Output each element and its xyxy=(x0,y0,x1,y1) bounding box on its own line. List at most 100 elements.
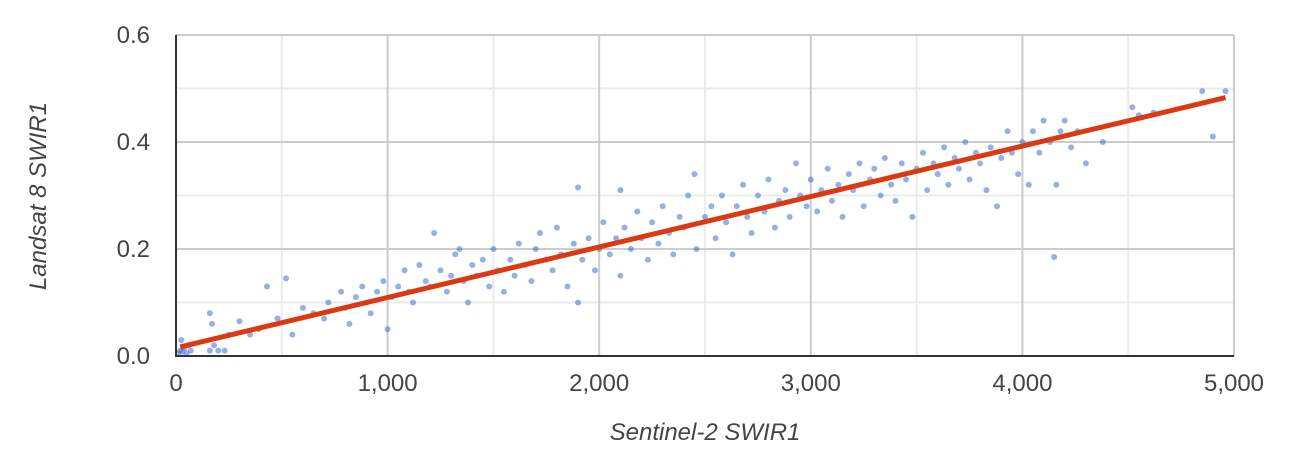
data-point xyxy=(786,213,793,220)
data-point xyxy=(564,283,571,290)
y-axis-label: Landsat 8 SWIR1 xyxy=(25,102,52,290)
y-tick-label: 0.0 xyxy=(117,343,150,370)
data-point xyxy=(740,181,747,188)
x-tick-label: 1,000 xyxy=(358,370,418,397)
gridlines xyxy=(176,34,1235,356)
y-tick-labels: 0.0 0.2 0.4 0.6 xyxy=(117,22,150,370)
data-point xyxy=(634,208,641,215)
data-point xyxy=(469,262,476,269)
data-point xyxy=(691,171,698,178)
data-point xyxy=(998,155,1005,162)
data-point xyxy=(617,272,624,279)
data-point xyxy=(536,229,543,236)
data-point xyxy=(1051,254,1058,261)
trendline xyxy=(179,95,1227,350)
x-tick-label: 5,000 xyxy=(1204,370,1264,397)
data-point xyxy=(465,299,472,306)
data-point xyxy=(1015,171,1022,178)
data-point xyxy=(515,240,522,247)
data-point xyxy=(1068,144,1075,151)
x-tick-labels: 0 1,000 2,000 3,000 4,000 5,000 xyxy=(169,370,1264,397)
data-point xyxy=(367,310,374,317)
data-point xyxy=(211,342,218,349)
data-point xyxy=(208,320,215,327)
data-point xyxy=(856,160,863,167)
data-point xyxy=(443,288,450,295)
data-point xyxy=(283,275,290,282)
data-point xyxy=(500,288,507,295)
data-point xyxy=(983,187,990,194)
data-point xyxy=(1061,117,1068,124)
data-point xyxy=(528,278,535,285)
data-point xyxy=(1029,128,1036,135)
data-point xyxy=(828,197,835,204)
data-point xyxy=(718,192,725,199)
data-point xyxy=(814,208,821,215)
data-point xyxy=(860,203,867,210)
data-point xyxy=(1036,149,1043,156)
data-point xyxy=(888,181,895,188)
data-point xyxy=(263,283,270,290)
data-point xyxy=(919,149,926,156)
data-point xyxy=(1057,128,1064,135)
data-point xyxy=(655,240,662,247)
data-point xyxy=(871,165,878,172)
data-point xyxy=(448,272,455,279)
x-tick-label: 2,000 xyxy=(569,370,629,397)
data-point xyxy=(532,246,539,252)
x-tick-label: 4,000 xyxy=(992,370,1052,397)
axes xyxy=(175,35,1234,357)
data-point xyxy=(1209,133,1216,140)
data-point xyxy=(670,251,677,258)
data-point xyxy=(1082,160,1089,167)
data-point xyxy=(321,315,328,322)
data-point xyxy=(490,246,497,252)
data-point xyxy=(1199,88,1206,95)
data-point xyxy=(575,299,582,306)
data-point xyxy=(187,347,194,354)
data-point xyxy=(782,187,789,194)
data-point xyxy=(621,224,628,231)
data-point xyxy=(962,139,969,145)
data-point xyxy=(994,203,1001,210)
data-point xyxy=(1222,88,1229,95)
data-point xyxy=(606,251,613,258)
data-point xyxy=(613,235,620,242)
data-point xyxy=(274,315,281,322)
data-point xyxy=(374,288,381,295)
data-point xyxy=(325,299,332,306)
data-point xyxy=(585,235,592,242)
data-point xyxy=(744,213,751,220)
data-point xyxy=(807,176,814,183)
data-point xyxy=(215,347,222,354)
data-point xyxy=(206,347,213,354)
data-point xyxy=(431,229,438,236)
data-point xyxy=(359,283,366,290)
data-point xyxy=(955,165,962,172)
data-point xyxy=(708,203,715,210)
data-point xyxy=(892,197,899,204)
data-point xyxy=(693,246,700,252)
data-point xyxy=(401,267,408,274)
data-point xyxy=(845,171,852,178)
data-point xyxy=(877,192,884,199)
data-point xyxy=(771,224,778,231)
data-point xyxy=(987,144,994,151)
data-point xyxy=(507,256,514,263)
x-tick-label: 3,000 xyxy=(781,370,841,397)
data-point xyxy=(600,219,607,226)
data-point xyxy=(977,160,984,167)
data-point xyxy=(733,203,740,210)
data-point xyxy=(409,299,416,306)
y-tick-label: 0.2 xyxy=(117,236,150,263)
data-point xyxy=(549,267,556,274)
data-point xyxy=(835,181,842,188)
data-point xyxy=(839,213,846,220)
data-point xyxy=(881,155,888,162)
data-point xyxy=(712,235,719,242)
data-point xyxy=(644,256,651,263)
data-point xyxy=(511,272,518,279)
data-point xyxy=(591,267,598,274)
